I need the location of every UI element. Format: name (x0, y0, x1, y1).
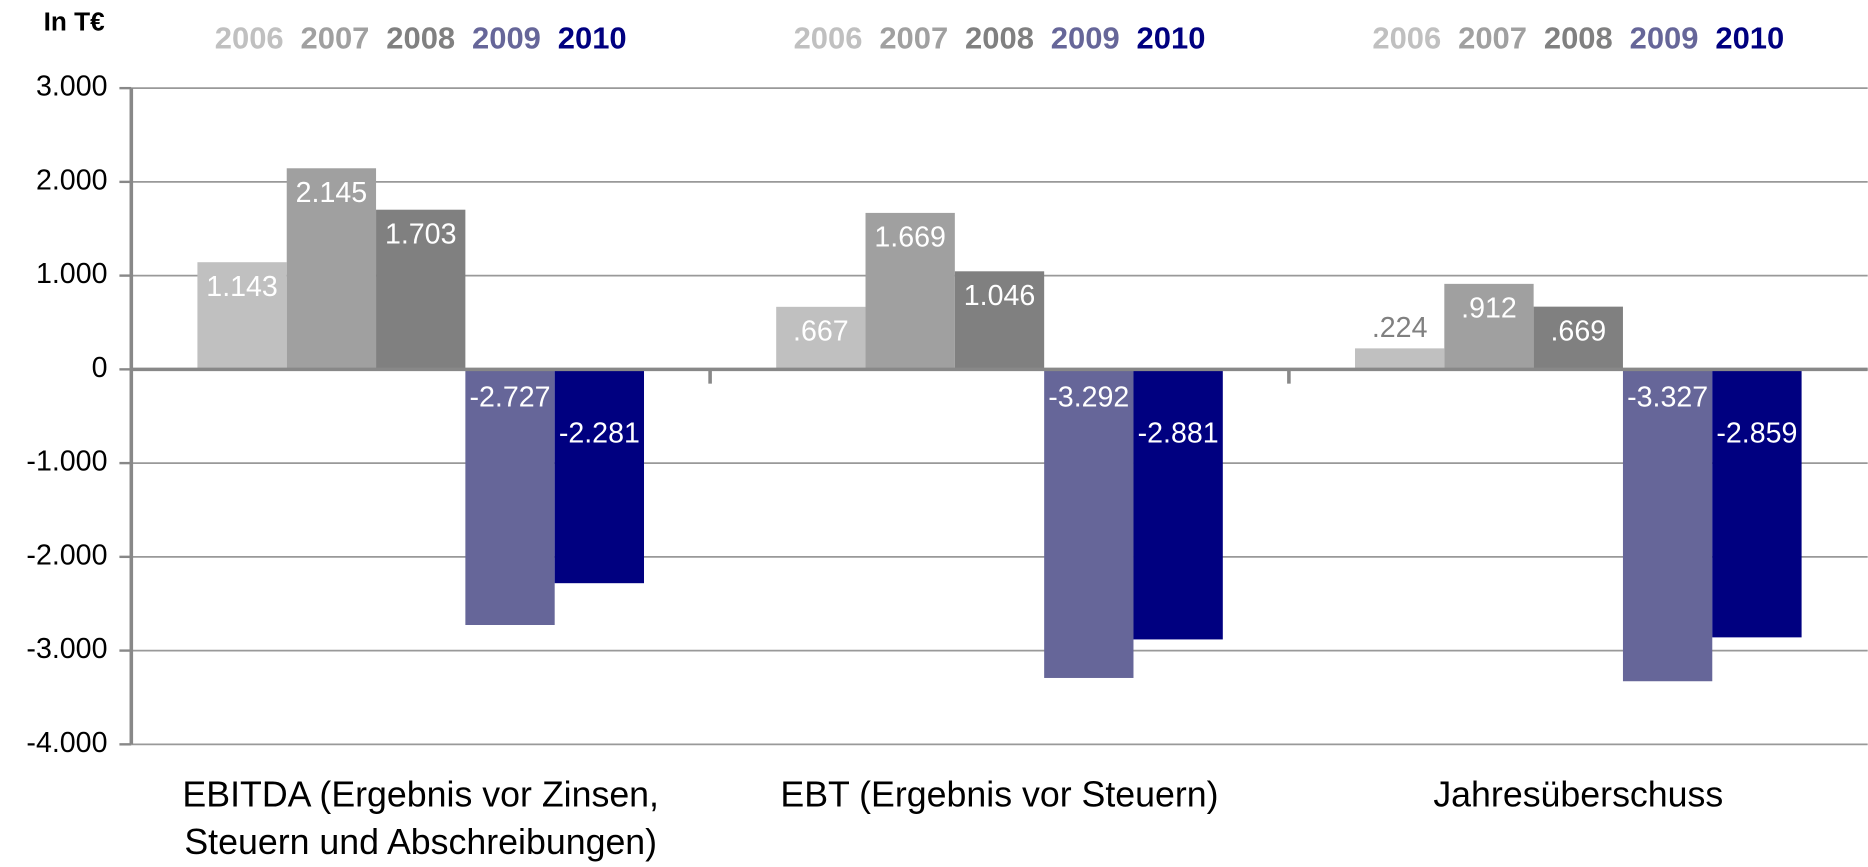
legend-entry: 2008 (1544, 21, 1613, 56)
legend-entry: 2006 (794, 21, 863, 56)
data-label: 1.669 (874, 222, 946, 254)
bar (197, 262, 287, 370)
legend-entry: 2008 (386, 21, 455, 56)
legend-entry: 2007 (301, 21, 370, 56)
bar (1444, 283, 1534, 370)
bar (286, 168, 377, 370)
legend-entry: 2007 (1458, 21, 1527, 56)
bar (465, 369, 555, 625)
y-tick-label: -1.000 (26, 446, 107, 478)
legend-entry: 2008 (965, 21, 1034, 56)
data-label: -3.292 (1048, 382, 1129, 414)
x-tick-label: Jahresüberschuss (1433, 775, 1724, 815)
data-label: 2.145 (296, 177, 368, 209)
x-tick-label-box: Jahresüberschuss (1433, 775, 1724, 815)
data-label: .669 (1550, 315, 1606, 347)
legend-entry: 2009 (1051, 21, 1120, 56)
bar (1533, 306, 1623, 370)
y-tick-label: 2.000 (36, 164, 108, 196)
legend-entry: 2010 (1715, 21, 1784, 56)
bar (865, 212, 955, 370)
bar (776, 306, 866, 370)
data-label: -2.859 (1716, 417, 1797, 449)
y-tick-label: 0 (92, 352, 108, 384)
legend-entry: 2007 (879, 21, 948, 56)
legend-entry: 2009 (1630, 21, 1699, 56)
data-label: -2.727 (470, 382, 551, 414)
data-label: -2.281 (559, 417, 640, 449)
legend-entry: 2010 (1137, 21, 1206, 56)
x-tick-label-box: EBT (Ergebnis vor Steuern) (780, 775, 1219, 815)
data-label: -3.327 (1627, 382, 1708, 414)
bar (554, 369, 645, 584)
bar (1622, 369, 1713, 682)
bar (1354, 348, 1445, 370)
y-tick-label: -2.000 (26, 539, 107, 571)
x-tick-label: EBT (Ergebnis vor Steuern) (780, 775, 1219, 815)
bar (1133, 369, 1223, 640)
x-tick-label-box: EBITDA (Ergebnis vor Zinsen, Steuern und… (182, 775, 659, 863)
bar (376, 209, 466, 370)
y-tick-label: -3.000 (26, 633, 107, 665)
y-tick-label: 1.000 (36, 258, 108, 290)
legend-entry: 2009 (472, 21, 541, 56)
x-tick-label: EBITDA (Ergebnis vor Zinsen, Steuern und… (182, 775, 659, 863)
bar (1044, 369, 1134, 678)
bar (1712, 369, 1802, 638)
data-label: 1.046 (964, 280, 1036, 312)
y-axis-label: In T€ (44, 7, 106, 37)
data-label: 1.703 (385, 218, 457, 250)
data-label: .667 (793, 316, 849, 348)
y-tick-label: 3.000 (36, 71, 108, 103)
legend-entry: 2010 (558, 21, 627, 56)
data-label: .224 (1372, 312, 1428, 344)
y-tick-label: -4.000 (26, 727, 107, 759)
data-label: .912 (1461, 293, 1517, 325)
data-label: 1.143 (206, 271, 278, 303)
data-label: -2.881 (1138, 417, 1219, 449)
legend-entry: 2006 (215, 21, 284, 56)
bar (954, 271, 1045, 370)
legend-entry: 2006 (1372, 21, 1441, 56)
